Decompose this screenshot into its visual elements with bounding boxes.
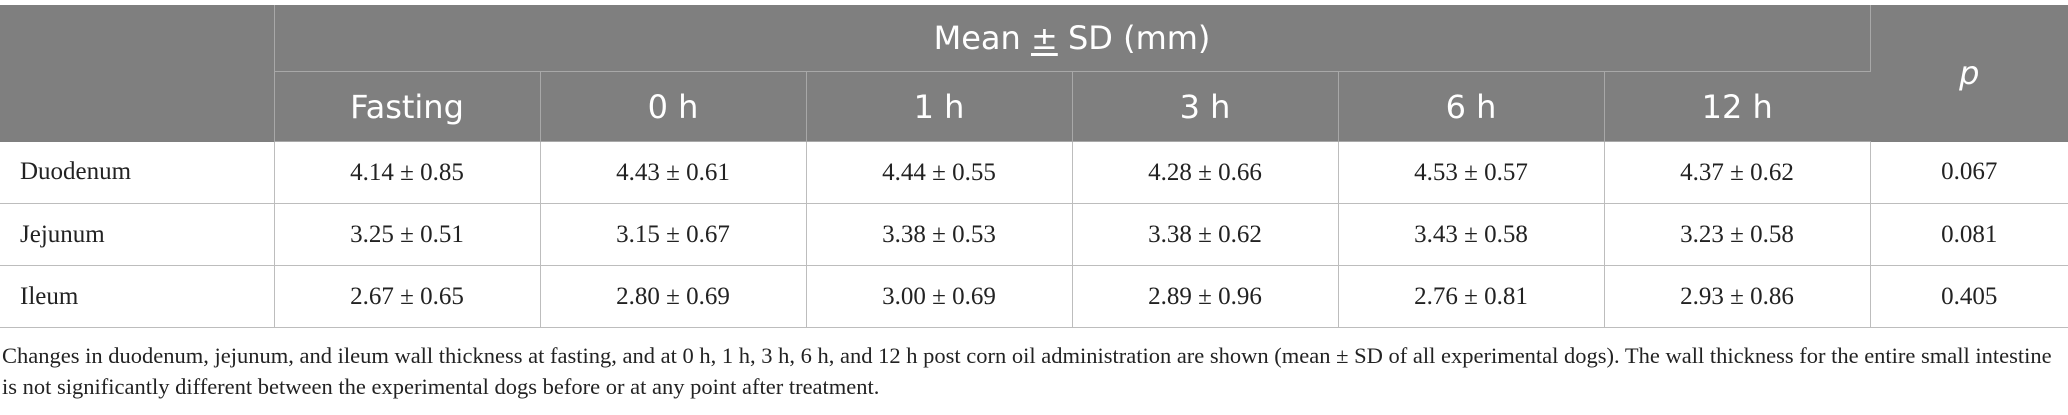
table-cell: 2.76 ± 0.81: [1338, 265, 1605, 328]
table-row-duodenum: Duodenum 4.14 ± 0.85 4.43 ± 0.61 4.44 ± …: [0, 141, 2068, 204]
header-row-group: Mean ± SD (mm) p: [0, 5, 2068, 142]
column-header-fasting: Fasting: [274, 71, 541, 142]
table-cell: 2.89 ± 0.96: [1072, 265, 1339, 328]
p-value-cell: 0.405: [1870, 265, 2068, 328]
table-cell: 3.38 ± 0.62: [1072, 203, 1339, 266]
p-value-cell: 0.067: [1870, 141, 2068, 204]
table-cell: 4.43 ± 0.61: [540, 141, 807, 204]
column-header-12h: 12 h: [1604, 71, 1870, 142]
p-value-header: p: [1870, 5, 2068, 142]
table-cell: 3.43 ± 0.58: [1338, 203, 1605, 266]
row-label: Ileum: [0, 265, 275, 328]
table-cell: 2.67 ± 0.65: [274, 265, 541, 328]
table-cell: 2.93 ± 0.86: [1604, 265, 1871, 328]
table-cell: 3.00 ± 0.69: [806, 265, 1073, 328]
p-value-cell: 0.081: [1870, 203, 2068, 266]
group-header-mean-sd: Mean ± SD (mm): [274, 5, 1871, 72]
table-cell: 3.38 ± 0.53: [806, 203, 1073, 266]
table-cell: 4.14 ± 0.85: [274, 141, 541, 204]
column-header-1h: 1 h: [806, 71, 1073, 142]
table-cell: 2.80 ± 0.69: [540, 265, 807, 328]
table-cell: 4.37 ± 0.62: [1604, 141, 1871, 204]
table-cell: 3.15 ± 0.67: [540, 203, 807, 266]
column-header-3h: 3 h: [1072, 71, 1339, 142]
header-row-timepoints: Fasting 0 h 1 h 3 h 6 h 12 h: [0, 71, 2068, 142]
row-label: Duodenum: [0, 141, 275, 204]
table-caption: Changes in duodenum, jejunum, and ileum …: [2, 343, 2052, 399]
table-cell: 3.23 ± 0.58: [1604, 203, 1871, 266]
table-cell: 4.53 ± 0.57: [1338, 141, 1605, 204]
table-cell: 3.25 ± 0.51: [274, 203, 541, 266]
table-row-ileum: Ileum 2.67 ± 0.65 2.80 ± 0.69 3.00 ± 0.6…: [0, 265, 2068, 328]
table-cell: 4.44 ± 0.55: [806, 141, 1073, 204]
table-row-jejunum: Jejunum 3.25 ± 0.51 3.15 ± 0.67 3.38 ± 0…: [0, 203, 2068, 266]
row-label: Jejunum: [0, 203, 275, 266]
plus-minus-symbol: ±: [1030, 19, 1058, 57]
corner-header-cell: [0, 5, 275, 142]
wall-thickness-table: Mean ± SD (mm) p Fasting 0 h 1 h 3 h 6 h…: [0, 5, 2068, 328]
table-cell: 4.28 ± 0.66: [1072, 141, 1339, 204]
column-header-6h: 6 h: [1338, 71, 1605, 142]
column-header-0h: 0 h: [540, 71, 807, 142]
